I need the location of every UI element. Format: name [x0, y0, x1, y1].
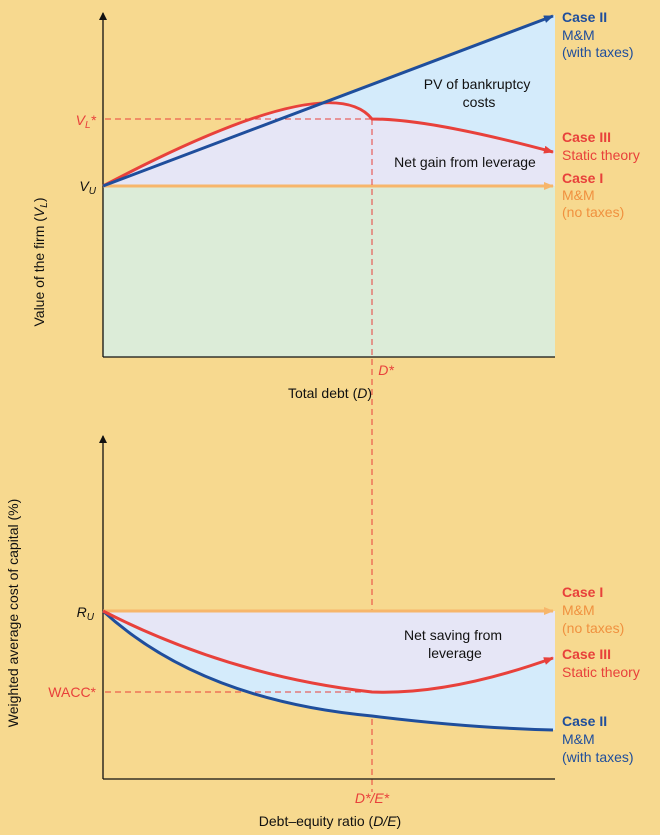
top-case2-line	[102, 14, 554, 188]
net-saving-label: Net saving from leverage	[404, 627, 506, 661]
bottom-case1-label: Case I M&M (no taxes)	[562, 584, 624, 636]
top-base-value-region	[103, 186, 555, 357]
net-gain-label: Net gain from leverage	[394, 154, 536, 170]
bottom-case2-curve	[101, 609, 554, 732]
wacc-star-label: WACC*	[48, 684, 96, 700]
top-case1-label: Case I M&M (no taxes)	[562, 170, 624, 220]
bottom-case3-curve	[102, 609, 554, 694]
de-star-label: D*/E*	[355, 790, 390, 806]
d-star-label: D*	[378, 362, 394, 378]
vl-star-label: VL*	[76, 112, 97, 131]
top-case3-curve	[102, 101, 554, 188]
bottom-case3-label: Case III Static theory	[562, 646, 640, 680]
ru-label: RU	[77, 604, 95, 623]
top-x-axis-label: Total debt (D)	[288, 385, 372, 401]
vu-label: VU	[79, 178, 96, 197]
top-net-gain-region	[103, 102, 555, 186]
top-y-axis-label: Value of the firm (VL)	[31, 197, 50, 326]
pv-bankruptcy-label: PV of bankruptcy costs	[424, 76, 535, 110]
bottom-panel: Weighted average cost of capital (%) RU …	[5, 435, 640, 829]
top-case2-label: Case II M&M (with taxes)	[562, 9, 634, 60]
top-case3-label: Case III Static theory	[562, 129, 640, 163]
bottom-x-axis-label: Debt–equity ratio (D/E)	[259, 813, 401, 829]
bottom-net-saving-region	[103, 611, 555, 693]
top-panel: Value of the firm (VL) VL* VU D* Total d…	[31, 9, 640, 401]
bottom-case2-label: Case II M&M (with taxes)	[562, 713, 634, 765]
bottom-y-axis-label: Weighted average cost of capital (%)	[5, 499, 21, 728]
